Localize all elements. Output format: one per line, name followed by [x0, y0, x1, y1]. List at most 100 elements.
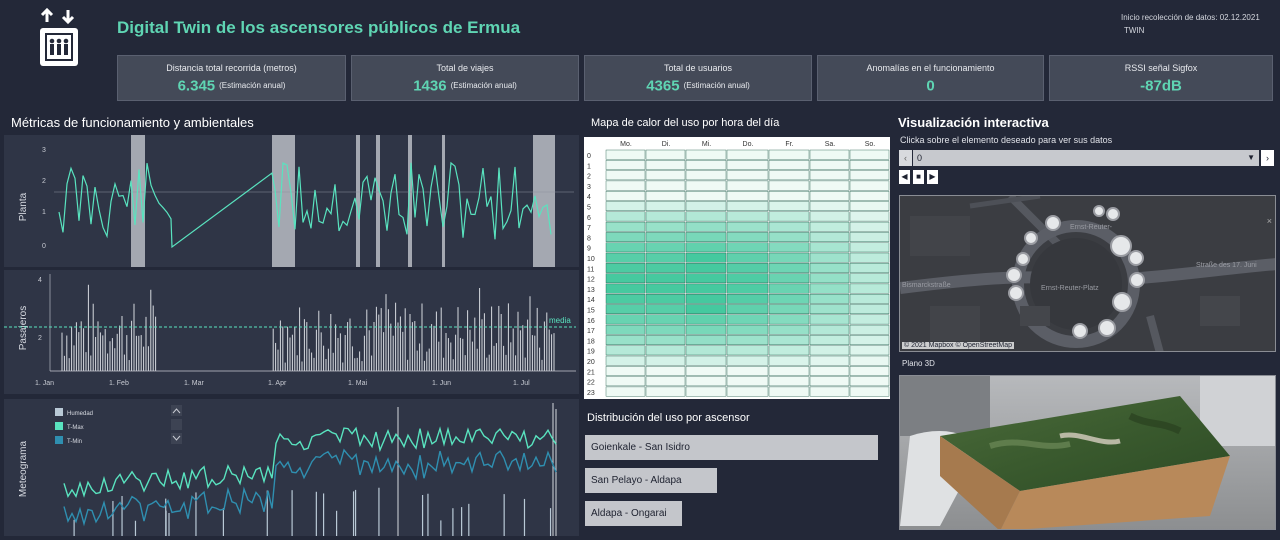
heatmap-cell[interactable]: [645, 180, 686, 191]
heatmap-cell[interactable]: [685, 160, 727, 170]
heatmap-cell[interactable]: [645, 211, 686, 222]
heatmap[interactable]: Mo. Di. Mi. Do. Fr. Sa. So. 0 1 2 3 4 5 6 7 8 9 10 11 12 13 1…: [584, 137, 890, 399]
heatmap-cell[interactable]: [809, 386, 850, 397]
elevator-marker[interactable]: [1024, 231, 1038, 245]
elevator-marker[interactable]: [1106, 207, 1120, 221]
heatmap-cell[interactable]: [645, 232, 686, 242]
legend-scroll-up-icon[interactable]: [171, 405, 182, 416]
heatmap-cell[interactable]: [726, 211, 769, 222]
heatmap-cell[interactable]: [685, 263, 727, 273]
heatmap-cell[interactable]: [809, 191, 850, 201]
heatmap-cell[interactable]: [768, 211, 810, 222]
stop-icon[interactable]: ■: [913, 170, 924, 184]
elevator-marker[interactable]: [1072, 323, 1088, 339]
heatmap-cell[interactable]: [768, 201, 810, 212]
play-back-icon[interactable]: ◀: [899, 170, 910, 184]
heatmap-cell[interactable]: [726, 304, 769, 315]
heatmap-cell[interactable]: [645, 263, 686, 273]
heatmap-cell[interactable]: [605, 293, 646, 304]
heatmap-cell[interactable]: [768, 149, 810, 160]
heatmap-cell[interactable]: [726, 263, 769, 273]
heatmap-cell[interactable]: [645, 283, 686, 294]
elevator-marker[interactable]: [1098, 319, 1116, 337]
heatmap-cell[interactable]: [809, 252, 850, 263]
legend-tmax[interactable]: T-Max: [67, 425, 84, 431]
heatmap-cell[interactable]: [605, 160, 646, 170]
distribution-bar[interactable]: Goienkale - San Isidro: [585, 435, 878, 460]
heatmap-cell[interactable]: [605, 221, 646, 232]
pasajeros-chart[interactable]: Pasajeros 4 2 media 1. Jan 1. Feb 1. Mar…: [4, 270, 579, 394]
heatmap-cell[interactable]: [726, 366, 769, 376]
heatmap-cell[interactable]: [849, 355, 890, 366]
heatmap-cell[interactable]: [726, 170, 769, 181]
heatmap-cell[interactable]: [809, 149, 850, 160]
heatmap-cell[interactable]: [809, 366, 850, 376]
heatmap-cell[interactable]: [768, 160, 810, 170]
distribution-bar[interactable]: San Pelayo - Aldapa: [585, 468, 717, 493]
elevator-marker[interactable]: [1128, 250, 1144, 266]
legend-tmin[interactable]: T-Min: [67, 439, 82, 445]
heatmap-cell[interactable]: [685, 376, 727, 387]
heatmap-cell[interactable]: [809, 170, 850, 181]
heatmap-cell[interactable]: [645, 293, 686, 304]
elevator-marker[interactable]: [1006, 267, 1022, 283]
heatmap-cell[interactable]: [849, 180, 890, 191]
heatmap-cell[interactable]: [605, 324, 646, 335]
heatmap-cell[interactable]: [645, 324, 686, 335]
meteograma-chart[interactable]: Meteograma Humedad T-Max T-Min: [4, 399, 579, 536]
heatmap-cell[interactable]: [605, 376, 646, 387]
heatmap-cell[interactable]: [726, 324, 769, 335]
plano-3d-view[interactable]: [899, 375, 1276, 530]
heatmap-cell[interactable]: [768, 252, 810, 263]
heatmap-cell[interactable]: [645, 386, 686, 397]
heatmap-cell[interactable]: [768, 324, 810, 335]
heatmap-cell[interactable]: [809, 345, 850, 356]
heatmap-cell[interactable]: [768, 232, 810, 242]
heatmap-cell[interactable]: [685, 191, 727, 201]
heatmap-cell[interactable]: [605, 335, 646, 345]
heatmap-cell[interactable]: [645, 160, 686, 170]
heatmap-cell[interactable]: [849, 170, 890, 181]
heatmap-cell[interactable]: [685, 355, 727, 366]
element-select[interactable]: 0 ▼: [913, 150, 1259, 166]
heatmap-cell[interactable]: [685, 335, 727, 345]
elevator-marker[interactable]: [1110, 235, 1132, 257]
heatmap-cell[interactable]: [809, 273, 850, 284]
heatmap-cell[interactable]: [809, 160, 850, 170]
heatmap-cell[interactable]: [768, 191, 810, 201]
heatmap-cell[interactable]: [726, 293, 769, 304]
heatmap-cell[interactable]: [605, 232, 646, 242]
heatmap-cell[interactable]: [809, 211, 850, 222]
play-icon[interactable]: ▶: [927, 170, 938, 184]
heatmap-cell[interactable]: [685, 201, 727, 212]
heatmap-cell[interactable]: [605, 252, 646, 263]
heatmap-cell[interactable]: [768, 170, 810, 181]
heatmap-cell[interactable]: [726, 180, 769, 191]
map-attribution[interactable]: © 2021 Mapbox © OpenStreetMap: [902, 342, 1014, 349]
heatmap-cell[interactable]: [849, 263, 890, 273]
heatmap-cell[interactable]: [726, 252, 769, 263]
heatmap-cell[interactable]: [685, 324, 727, 335]
planta-chart[interactable]: Planta 3 2 1 0: [4, 135, 579, 267]
heatmap-cell[interactable]: [726, 242, 769, 253]
heatmap-cell[interactable]: [685, 314, 727, 325]
heatmap-cell[interactable]: [768, 345, 810, 356]
heatmap-cell[interactable]: [685, 304, 727, 315]
heatmap-cell[interactable]: [605, 191, 646, 201]
close-icon[interactable]: ×: [1266, 216, 1272, 226]
heatmap-cell[interactable]: [849, 283, 890, 294]
heatmap-cell[interactable]: [605, 304, 646, 315]
legend-scroll-track[interactable]: [171, 419, 182, 430]
heatmap-cell[interactable]: [605, 263, 646, 273]
heatmap-cell[interactable]: [685, 242, 727, 253]
heatmap-cell[interactable]: [809, 180, 850, 191]
elevator-marker[interactable]: [1045, 215, 1061, 231]
heatmap-cell[interactable]: [645, 304, 686, 315]
heatmap-cell[interactable]: [726, 376, 769, 387]
heatmap-cell[interactable]: [685, 366, 727, 376]
heatmap-cell[interactable]: [768, 386, 810, 397]
heatmap-cell[interactable]: [685, 273, 727, 284]
heatmap-cell[interactable]: [849, 324, 890, 335]
heatmap-cell[interactable]: [849, 201, 890, 212]
heatmap-cell[interactable]: [605, 345, 646, 356]
